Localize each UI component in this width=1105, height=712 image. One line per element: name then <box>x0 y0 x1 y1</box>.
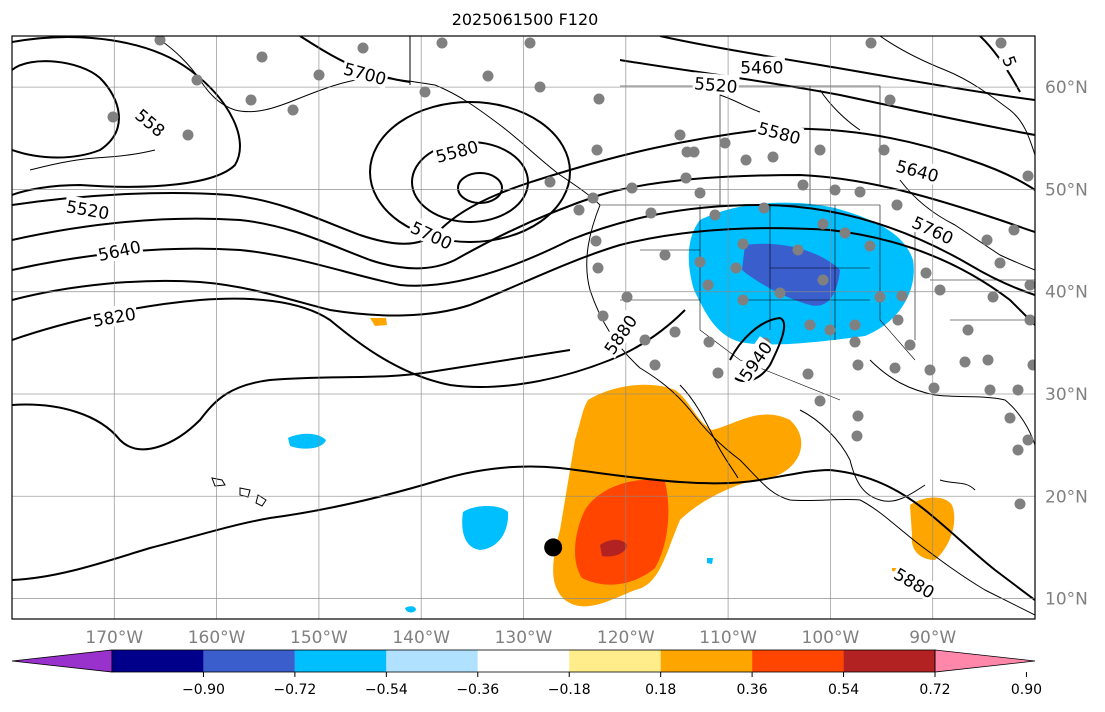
colorbar-bin <box>294 650 387 672</box>
contour-label-background <box>889 562 940 603</box>
latitude-label: 10°N <box>1045 590 1088 610</box>
colorbar-label: −0.54 <box>365 682 408 698</box>
contour-label-background <box>94 235 144 265</box>
colorbar-label: −0.72 <box>273 682 316 698</box>
latitude-label: 60°N <box>1045 78 1088 98</box>
longitude-label: 120°W <box>597 628 655 648</box>
colorbar-label: 0.54 <box>828 682 859 698</box>
contour-label-background <box>738 56 785 77</box>
station-markers <box>107 36 1035 510</box>
colorbar-bin <box>203 650 295 672</box>
graticule <box>12 36 1035 619</box>
contour-label: 5 <box>997 50 1023 72</box>
colorbar-bin <box>843 650 935 672</box>
latitude-label: 50°N <box>1045 180 1088 200</box>
contour-label-background <box>63 195 113 223</box>
longitude-label: 100°W <box>802 628 860 648</box>
contour-label-background <box>598 309 642 359</box>
latitude-label: 30°N <box>1045 385 1088 405</box>
contour-label-background <box>340 57 390 89</box>
longitude-label: 150°W <box>290 628 348 648</box>
colorbar-label: −0.36 <box>456 682 499 698</box>
colorbar-bin <box>386 650 478 672</box>
contour-label-background <box>998 50 1023 72</box>
colorbar-bin <box>477 650 570 672</box>
contour-label: 5520 <box>63 195 113 224</box>
contour-label: 5520 <box>692 72 740 98</box>
map-frame <box>11 35 1036 620</box>
colorbar-label: 0.36 <box>737 682 768 698</box>
contour-label-background <box>892 154 943 186</box>
latitude-label: 20°N <box>1045 487 1088 507</box>
longitude-labels: 170°W 160°W 150°W 140°W 130°W 120°W 110°W 100°W… <box>85 628 956 648</box>
colorbar-bin <box>660 650 753 672</box>
contour-label-background <box>733 336 777 386</box>
map-title: 2025061500 F120 <box>451 10 599 29</box>
colorbar-label: 0.90 <box>1011 682 1042 698</box>
longitude-label: 90°W <box>909 628 956 648</box>
longitude-label: 170°W <box>85 628 143 648</box>
colorbar-bin <box>752 650 844 672</box>
height-contours <box>12 36 1035 601</box>
colorbar-bin <box>569 650 661 672</box>
colorbar-label: −0.18 <box>548 682 591 698</box>
storm-center-marker <box>544 538 563 557</box>
negative-anomaly-area <box>288 202 914 613</box>
contour-label-background <box>908 210 959 249</box>
colorbar-outline <box>111 649 936 673</box>
colorbar-label: 0.18 <box>645 682 676 698</box>
longitude-label: 160°W <box>188 628 246 648</box>
longitude-label: 140°W <box>392 628 450 648</box>
contour-label-text: 5460 <box>740 59 783 79</box>
latitude-label: 40°N <box>1045 283 1088 303</box>
longitude-label: 130°W <box>495 628 553 648</box>
contour-label-text: 5520 <box>693 74 738 98</box>
contour-label: 5580 <box>754 116 805 149</box>
positive-anomaly-area <box>370 318 955 607</box>
contour-label-background <box>406 215 457 254</box>
longitude-label: 110°W <box>699 628 757 648</box>
colorbar-max-extension <box>934 649 1036 673</box>
colorbar-min-extension <box>11 649 113 673</box>
colorbar-label: −0.90 <box>182 682 225 698</box>
contour-label: 5460 <box>738 56 785 79</box>
contour-label-background <box>431 134 482 167</box>
contour-label-background <box>89 302 139 331</box>
latitude-labels: 10°N 20°N 30°N 40°N 50°N 60°N <box>1045 78 1088 609</box>
colorbar: −0.90 −0.72 −0.54 −0.36 −0.18 0.18 0.36 0.54 0.7… <box>11 649 1042 698</box>
contour-label-background <box>130 103 171 142</box>
contour-label-background <box>754 116 805 148</box>
contour-label-background <box>692 72 740 97</box>
colorbar-label: 0.72 <box>919 682 950 698</box>
colorbar-bin <box>112 650 204 672</box>
